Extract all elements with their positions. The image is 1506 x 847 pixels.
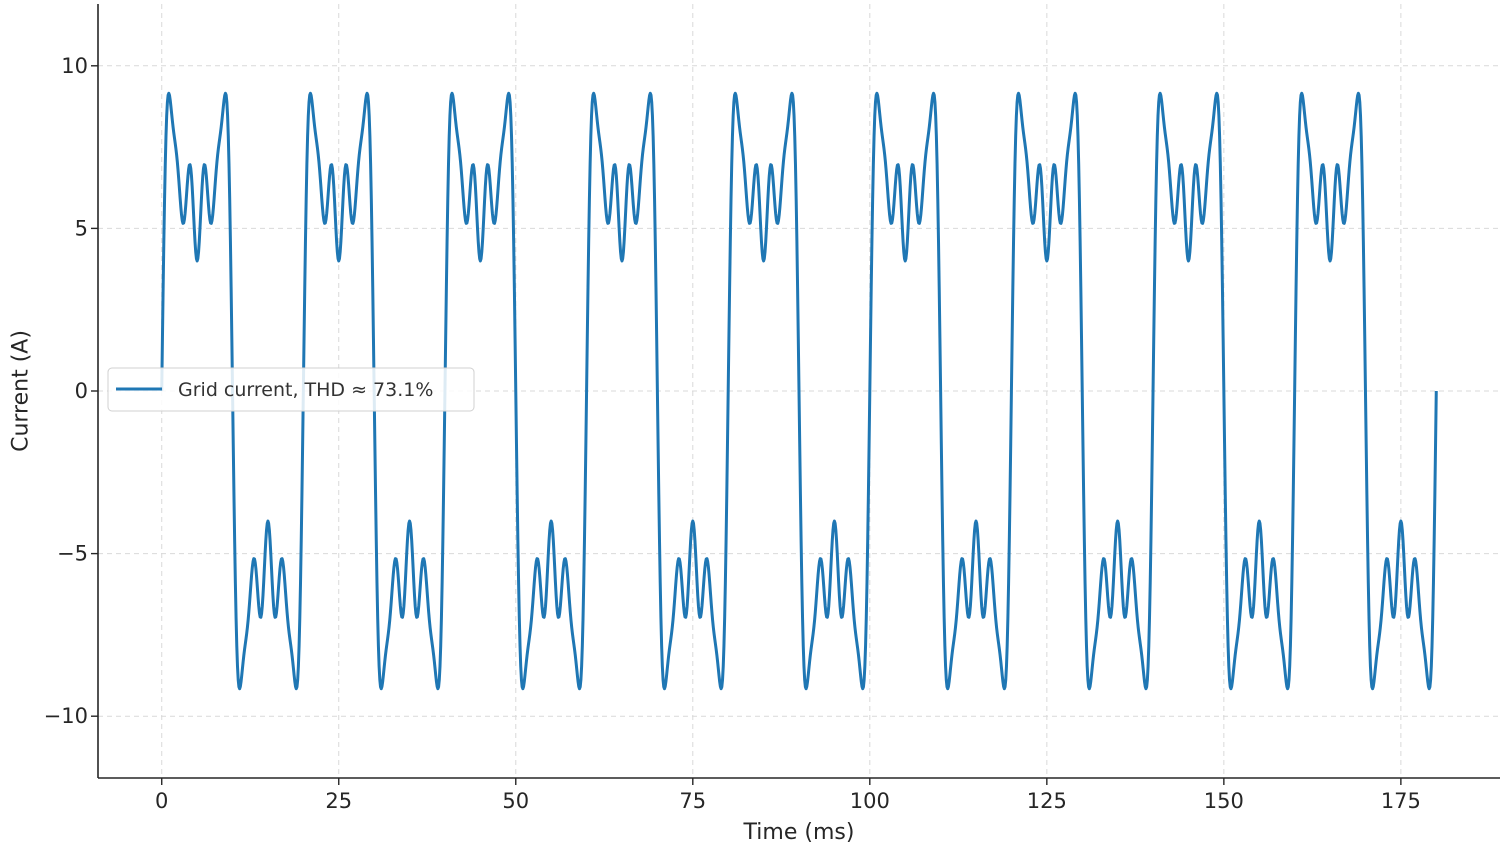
y-tick-label: 5 [75,216,88,240]
x-tick-label: 150 [1204,789,1244,813]
x-tick-label: 100 [850,789,890,813]
y-axis-label: Current (A) [9,330,34,452]
x-tick-label: 75 [679,789,706,813]
y-tick-label: 10 [61,54,88,78]
y-tick-label: −5 [57,542,88,566]
axis-ticks: 0 25 50 75 100 125 150 175 −10 −5 0 5 10 [44,54,1421,813]
legend-label: Grid current, THD ≈ 73.1% [178,379,433,401]
x-tick-label: 25 [325,789,352,813]
x-tick-label: 175 [1381,789,1421,813]
y-tick-label: −10 [44,704,88,728]
x-axis-label: Time (ms) [743,820,855,845]
legend-box [107,367,475,412]
x-tick-label: 125 [1027,789,1067,813]
legend: Grid current, THD ≈ 73.1% [107,367,475,412]
x-tick-label: 0 [155,789,168,813]
x-tick-label: 50 [502,789,529,813]
y-tick-label: 0 [75,379,88,403]
